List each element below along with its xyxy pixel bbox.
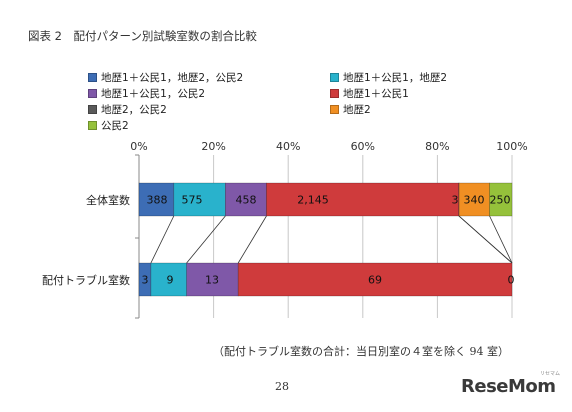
legend-swatch <box>330 105 339 114</box>
data-label: 13 <box>205 274 219 287</box>
legend-swatch <box>88 89 97 98</box>
x-tick-label: 20% <box>201 140 225 153</box>
footnote: （配付トラブル室数の合計：当日別室の４室を除く 94 室） <box>213 345 509 358</box>
legend-label: 地歴1＋公民1，地歴2 <box>343 72 448 84</box>
resemom-logo-sub: リセマム <box>540 371 561 377</box>
connector-line <box>458 215 513 264</box>
data-label: 388 <box>147 194 168 207</box>
legend-label: 地歴1＋公民1 <box>343 88 409 100</box>
data-label: 0 <box>508 274 515 287</box>
category-label: 全体室数 <box>86 193 130 207</box>
bar-segment <box>237 262 513 297</box>
connector-line <box>489 215 513 264</box>
bar-segment <box>266 182 460 217</box>
legend-label: 地歴2 <box>343 104 371 116</box>
bar-segment <box>150 262 187 297</box>
bar-segment <box>489 182 513 217</box>
bar-segment <box>225 182 267 217</box>
x-tick-label: 0% <box>130 140 147 153</box>
data-label: 9 <box>167 274 174 287</box>
x-tick-label: 40% <box>276 140 300 153</box>
legend-label: 地歴1＋公民1，公民2 <box>101 88 206 100</box>
legend-swatch <box>88 105 97 114</box>
bar-segment <box>458 182 490 217</box>
bar-segment <box>186 262 239 297</box>
legend-swatch <box>330 73 339 82</box>
connector-line <box>186 215 226 264</box>
legend-label: 公民2 <box>101 120 129 132</box>
data-label: 3 <box>142 274 149 287</box>
data-label: 69 <box>368 274 382 287</box>
legend-item: 公民2 <box>88 118 129 133</box>
data-label: 458 <box>236 194 257 207</box>
legend-label: 地歴2，公民2 <box>101 104 167 116</box>
legend-swatch <box>88 121 97 130</box>
x-tick-label: 60% <box>351 140 375 153</box>
page-number: 28 <box>275 380 289 393</box>
chart-title: 図表 2 配付パターン別試験室数の割合比較 <box>28 29 257 43</box>
legend-item: 地歴2 <box>330 102 371 117</box>
legend-item: 地歴1＋公民1，公民2 <box>88 86 205 101</box>
resemom-logo: ReseMom <box>461 376 556 397</box>
connector-line <box>150 215 175 264</box>
legend-swatch <box>330 89 339 98</box>
legend-label: 地歴1＋公民1，地歴2，公民2 <box>101 72 244 84</box>
data-label: 340 <box>464 194 485 207</box>
bar-segment <box>138 182 175 217</box>
legend-swatch <box>88 73 97 82</box>
x-tick-label: 80% <box>425 140 449 153</box>
legend-item: 地歴2，公民2 <box>88 102 167 117</box>
legend-item: 地歴1＋公民1 <box>330 86 409 101</box>
data-label: 3 <box>452 194 459 207</box>
category-label: 配付トラブル室数 <box>42 273 130 287</box>
legend-item: 地歴1＋公民1，地歴2，公民2 <box>88 70 243 85</box>
data-label: 250 <box>490 194 511 207</box>
data-label: 575 <box>182 194 203 207</box>
connector-line <box>237 215 267 264</box>
data-label: 2,145 <box>297 194 329 207</box>
x-tick-label: 100% <box>496 140 527 153</box>
legend-item: 地歴1＋公民1，地歴2 <box>330 70 447 85</box>
